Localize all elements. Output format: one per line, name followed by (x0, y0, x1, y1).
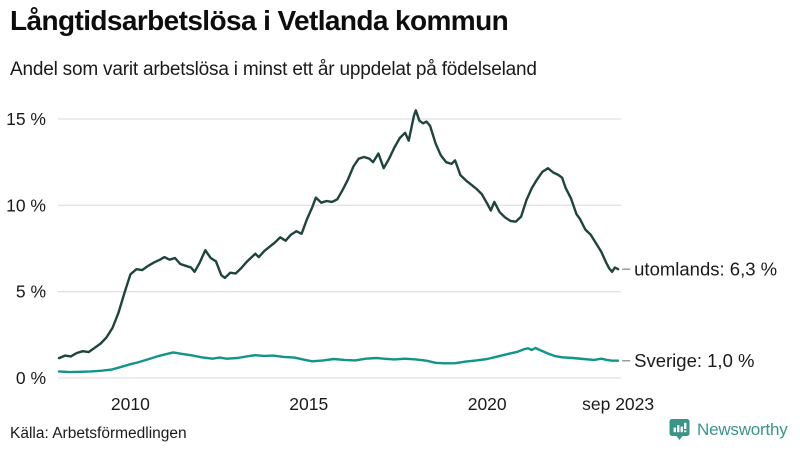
brand-name: Newsworthy (697, 419, 788, 439)
source-note: Källa: Arbetsförmedlingen (10, 425, 187, 442)
x-tick-label-2015: 2015 (289, 394, 328, 414)
x-tick-label-2010: 2010 (111, 394, 150, 414)
y-tick-label-0: 0 % (16, 368, 46, 388)
x-tick-label-2020: 2020 (468, 394, 507, 414)
x-tick-label-sep 2023: sep 2023 (582, 394, 654, 414)
series-line-Sverige (57, 346, 620, 374)
bar-chart-bubble-icon (669, 419, 690, 440)
chart-subtitle: Andel som varit arbetslösa i minst ett å… (10, 59, 537, 80)
y-tick-label-5: 5 % (16, 282, 46, 302)
series-end-label-utomlands: utomlands: 6,3 % (634, 259, 777, 280)
y-tick-label-15: 15 % (6, 109, 46, 129)
y-tick-label-10: 10 % (6, 195, 46, 215)
page-title: Långtidsarbetslösa i Vetlanda kommun (10, 5, 509, 36)
newsworthy-logo: Newsworthy (669, 418, 788, 441)
series-end-label-Sverige: Sverige: 1,0 % (634, 350, 754, 371)
series-line-utomlands (57, 109, 620, 360)
